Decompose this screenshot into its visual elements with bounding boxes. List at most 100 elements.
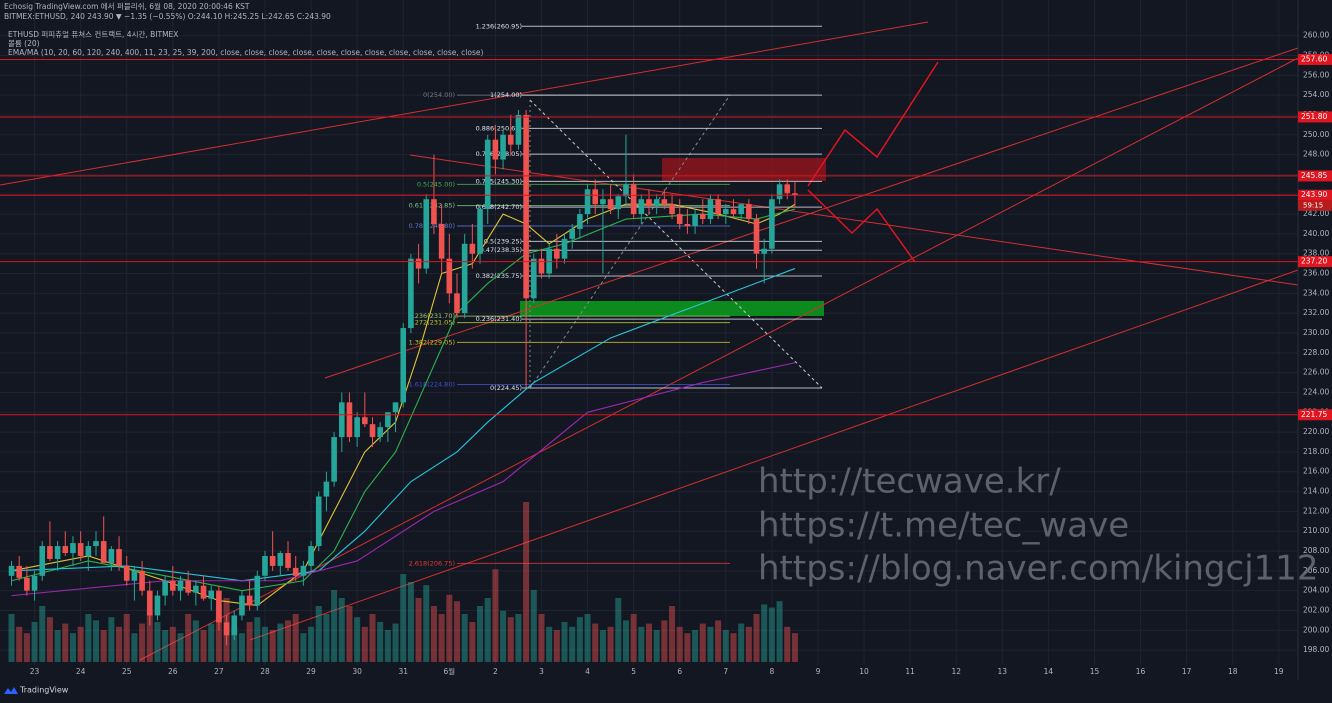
- volume-bar: [646, 623, 652, 662]
- volume-bar: [346, 606, 353, 662]
- trendline: [0, 21, 929, 186]
- candle-body: [454, 293, 460, 314]
- candle-body: [515, 114, 522, 145]
- volume-bar: [469, 622, 476, 662]
- fib-label: 0(254.00): [423, 91, 455, 99]
- candle-body: [216, 590, 222, 623]
- volume-bar: [39, 606, 46, 662]
- fib-label: 0.618(242.70): [476, 203, 522, 211]
- candle-body: [761, 248, 768, 254]
- price-tag: [1298, 53, 1332, 65]
- volume-bar: [93, 620, 100, 662]
- y-tick-label: 204.00: [1303, 586, 1329, 595]
- volume-bar: [308, 626, 315, 662]
- volume-bar: [215, 606, 222, 662]
- volume-bar: [200, 630, 207, 662]
- watermark: https://t.me/tec_wave: [758, 506, 1129, 546]
- volume-bar: [377, 622, 384, 662]
- resistance-zone: [662, 158, 826, 181]
- candle-body: [484, 139, 491, 210]
- fib-label: 0.786(240.80): [409, 222, 455, 230]
- volume-bar: [46, 617, 53, 662]
- volume-bar: [261, 626, 268, 662]
- candle-body: [523, 114, 529, 299]
- candle-body: [369, 424, 376, 438]
- candle-body: [338, 402, 345, 438]
- volume-bar: [69, 633, 76, 662]
- x-tick-label: 8: [769, 667, 774, 676]
- volume-bar: [599, 630, 606, 662]
- price-tag: [1298, 170, 1332, 182]
- volume-bar: [776, 601, 783, 662]
- volume-bar: [338, 598, 345, 662]
- fib-label: 1(254.00): [490, 91, 522, 99]
- candle-body: [431, 199, 437, 224]
- y-tick-label: 234.00: [1303, 288, 1329, 297]
- moving-average: [11, 268, 796, 582]
- candle-body: [477, 209, 483, 254]
- fib-label: 0.382(235.75): [476, 272, 522, 280]
- y-tick-label: 238.00: [1303, 249, 1329, 258]
- volume-bar: [384, 630, 391, 662]
- volume-bar: [415, 598, 422, 662]
- volume-bar: [407, 582, 414, 662]
- candle-body: [784, 184, 791, 194]
- y-tick-label: 220.00: [1303, 427, 1329, 436]
- x-tick-label: 10: [859, 667, 869, 676]
- volume-bar: [753, 614, 760, 662]
- volume-bar: [123, 614, 130, 662]
- volume-bar: [423, 585, 430, 662]
- price-tag: [1298, 256, 1332, 268]
- x-tick-label: 14: [1044, 667, 1054, 676]
- candle-body: [269, 555, 276, 566]
- countdown-tag: [1298, 200, 1332, 211]
- volume-bar: [438, 614, 445, 662]
- volume-bar: [638, 626, 645, 662]
- fib-label: 0.236(231.40): [476, 315, 522, 323]
- publisher: Echosig TradingView.com 에서 퍼블리쉬, 6월 08, …: [4, 1, 250, 11]
- volume-bar: [569, 626, 576, 662]
- footer: TradingView: [19, 686, 69, 695]
- candle-body: [346, 402, 353, 438]
- x-tick-label: 24: [76, 667, 86, 676]
- candle-body: [669, 204, 675, 215]
- candle-body: [262, 555, 268, 576]
- candle-body: [8, 565, 15, 576]
- volume-bar: [592, 623, 599, 662]
- volume-bar: [446, 594, 453, 662]
- volume-bar: [131, 633, 138, 662]
- volume-bar: [369, 614, 376, 662]
- trendline: [249, 269, 1299, 641]
- volume-bar: [62, 623, 69, 662]
- volume-bar: [453, 601, 460, 662]
- y-tick-label: 224.00: [1303, 387, 1329, 396]
- watermark: https://blog.naver.com/kingcj112: [758, 549, 1319, 589]
- volume-bar: [484, 598, 491, 662]
- x-tick-label: 28: [260, 667, 270, 676]
- y-tick-label: 208.00: [1303, 546, 1329, 555]
- fib-label: 1.236(260.95): [476, 22, 522, 30]
- volume-bar: [31, 622, 38, 662]
- candle-body: [500, 134, 506, 160]
- volume-bar: [185, 614, 192, 662]
- volume-bar: [538, 614, 545, 662]
- candle-body: [47, 546, 53, 559]
- volume-bar: [54, 630, 61, 662]
- fib-label: 1.382(229.05): [409, 338, 455, 346]
- candle-body: [31, 575, 38, 591]
- volume-bar: [162, 630, 169, 662]
- candle-body: [692, 214, 698, 226]
- candle-body: [438, 223, 445, 259]
- moving-average: [11, 208, 796, 592]
- volume-bar: [768, 607, 775, 662]
- x-tick-label: 3: [539, 667, 544, 676]
- watermark: http://tecwave.kr/: [758, 462, 1061, 502]
- axes: 198.00 200.00 202.00 204.00 206.00 208.00 210.…: [30, 31, 1332, 676]
- candle-body: [554, 248, 560, 259]
- fib-trend: [529, 94, 731, 389]
- fib-label: 1.618(224.80): [409, 381, 455, 389]
- y-tick-label: 260.00: [1303, 31, 1329, 40]
- candle-body: [277, 553, 284, 566]
- support-zone: [520, 301, 824, 316]
- fib-label: 0.786(248.05): [476, 150, 522, 158]
